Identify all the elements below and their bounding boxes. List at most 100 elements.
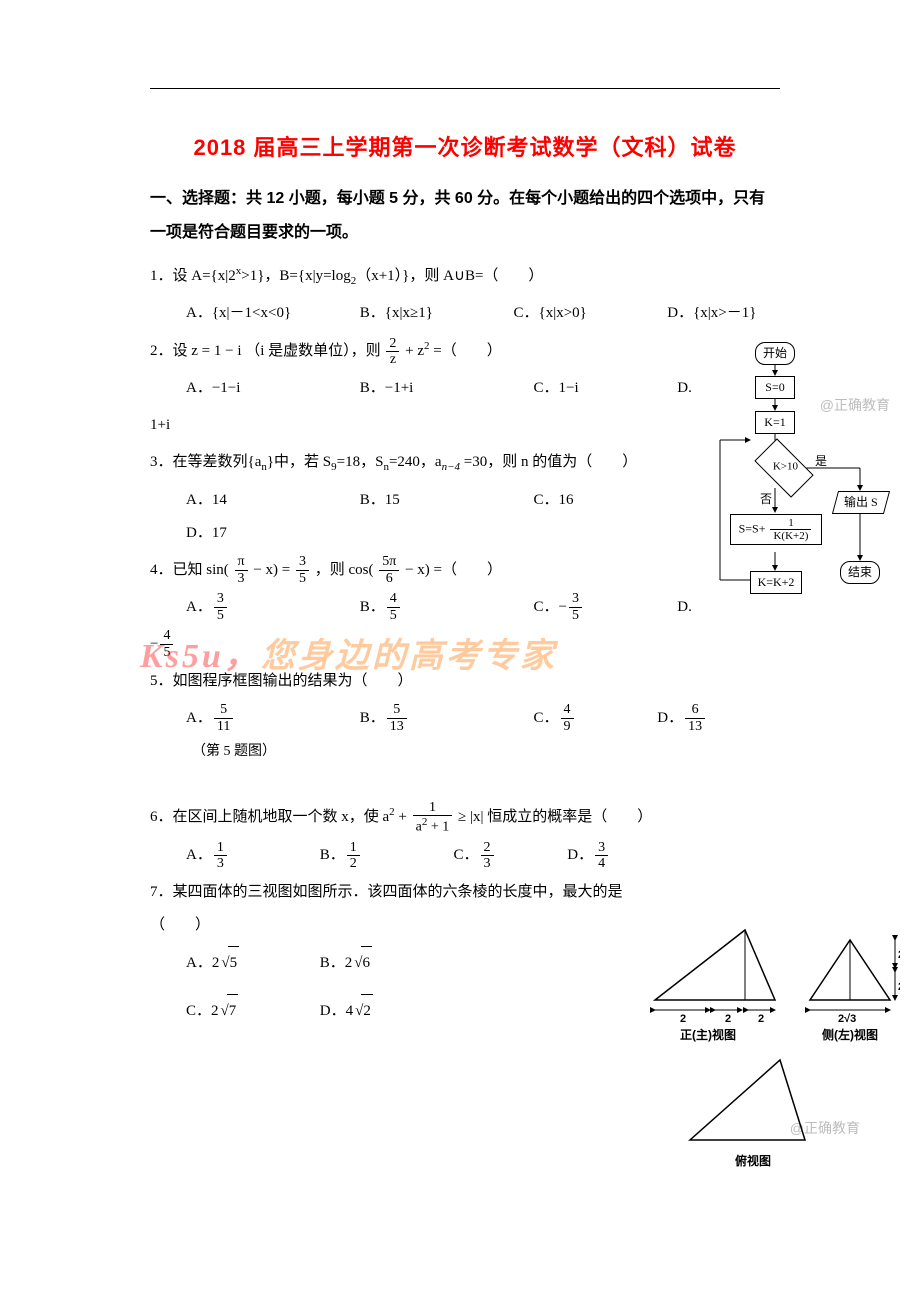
q4-fAd: 5 (214, 608, 227, 623)
q5-fAn: 5 (214, 702, 233, 718)
q4-fBd: 5 (387, 608, 400, 623)
q2-frac-d: z (386, 352, 399, 367)
q3-d: =240，a (389, 454, 442, 470)
q2-stem-b: + z (405, 343, 424, 359)
q4-C-label: C．− (534, 591, 567, 624)
q6-fCn: 2 (481, 840, 494, 856)
q2-optD-cont: 1+i (150, 409, 780, 442)
q6-optA: A．13 (186, 839, 316, 872)
exam-page: 2018 届高三上学期第一次诊断考试数学（文科）试卷 一、选择题：共 12 小题… (0, 0, 920, 1068)
q5-D-label: D． (657, 702, 683, 735)
q4-fDn: 4 (160, 628, 173, 644)
three-views: 2 2 2 2√3 2 2 正(主)视图 侧(左)视图 俯视图 (650, 920, 900, 1173)
q6-b: + (395, 809, 411, 825)
fc-k1: K=1 (755, 411, 795, 434)
q7-sqrtC: 7 (219, 994, 239, 1028)
svg-text:2: 2 (898, 949, 900, 961)
q6-fAn: 1 (214, 840, 227, 856)
section-heading: 一、选择题：共 12 小题，每小题 5 分，共 60 分。在每个小题给出的四个选… (150, 182, 780, 249)
q6-fD: 34 (595, 840, 608, 872)
svg-text:2: 2 (725, 1013, 731, 1025)
q1-stem-b: >1}，B={x|y=log (241, 268, 350, 284)
question-4: 4．已知 sin( π3 − x) = 35 ，则 cos( 5π6 − x) … (150, 554, 780, 587)
q4-f3d: 6 (379, 571, 399, 586)
q5-optB: B．513 (360, 702, 530, 735)
q5-optA: A．511 (186, 702, 356, 735)
q4-optD-cont: −45 (150, 628, 780, 661)
q6-fn: 1 (413, 800, 453, 816)
q6-B-label: B． (320, 839, 345, 872)
q5-optC: C．49 (534, 702, 654, 735)
q4-d: − x) =（ ） (405, 562, 502, 578)
q5-fCd: 9 (561, 719, 574, 734)
q3-options: A．14 B．15 C．16 (150, 484, 780, 517)
q2-frac: 2z (386, 336, 399, 368)
fc-update: S=S+ 1K(K+2) (730, 514, 822, 545)
q6-fd-b: + 1 (427, 820, 449, 835)
question-3: 3．在等差数列{an}中，若 S9=18，Sn=240，an−4 =30，则 n… (150, 446, 780, 479)
q5-fDn: 6 (685, 702, 705, 718)
fc-cond-text: K>10 (760, 461, 810, 473)
q6-fDn: 3 (595, 840, 608, 856)
q5-options: A．511 B．513 C．49 D．613 （第 5 题图） (150, 702, 780, 768)
q5-fC: 49 (561, 702, 574, 734)
q4-fCd: 5 (569, 608, 582, 623)
q4-fA: 35 (214, 591, 227, 623)
q2-optA: A．−1−i (186, 372, 356, 405)
q4-f1d: 3 (235, 571, 248, 586)
q4-optC: C．−35 (534, 591, 674, 624)
q4-B-label: B． (360, 591, 385, 624)
q7-optD: D．42 (320, 994, 373, 1028)
q7-B-label: B．2 (320, 947, 353, 980)
q4-optD: D. (677, 591, 692, 624)
q5-fBd: 13 (387, 719, 407, 734)
q3-e: =30，则 n 的值为（ ） (460, 454, 637, 470)
view-top-label: 俯视图 (735, 1152, 771, 1169)
q6-D-label: D． (567, 839, 593, 872)
views-svg: 2 2 2 2√3 2 2 (650, 920, 900, 1170)
q4-f3n: 5π (379, 554, 399, 570)
q5-fA: 511 (214, 702, 233, 734)
q2-optD: D. (677, 372, 692, 405)
q4-f1n: π (235, 554, 248, 570)
q4-f2: 35 (296, 554, 309, 586)
q3-optB: B．15 (360, 484, 530, 517)
q7-radC: 7 (227, 994, 239, 1028)
q1-options: A．{x|－1<x<0} B．{x|x≥1} C．{x|x>0} D．{x|x>… (150, 297, 780, 330)
q6-fA: 13 (214, 840, 227, 872)
q5-C-label: C． (534, 702, 559, 735)
q7-optC: C．27 (186, 994, 316, 1028)
q3-options-2: D．17 (150, 517, 780, 550)
q6-fC: 23 (481, 840, 494, 872)
q4-f2n: 3 (296, 554, 309, 570)
q1-optA: A．{x|－1<x<0} (186, 297, 356, 330)
q4-options: A．35 B．45 C．−35 D. (150, 591, 780, 624)
svg-text:2: 2 (680, 1013, 686, 1025)
q3-b: }中，若 S (267, 454, 331, 470)
q4-fAn: 3 (214, 591, 227, 607)
q4-c: ，则 cos( (315, 562, 374, 578)
q6-fBd: 2 (347, 856, 360, 871)
svg-text:2√3: 2√3 (838, 1013, 856, 1025)
q2-optC: C．1−i (534, 372, 674, 405)
q5-fDd: 13 (685, 719, 705, 734)
q4-b: − x) = (253, 562, 294, 578)
q6-fd: a2 + 1 (413, 816, 453, 835)
q2-options: A．−1−i B．−1+i C．1−i D. (150, 372, 780, 405)
svg-text:2: 2 (898, 981, 900, 993)
page-title: 2018 届高三上学期第一次诊断考试数学（文科）试卷 (150, 130, 780, 162)
q6-a: 6．在区间上随机地取一个数 x，使 a (150, 809, 389, 825)
q4-fBn: 4 (387, 591, 400, 607)
fc-upd-n: 1 (770, 517, 811, 530)
q1-stem-c: （x+1）}，则 A∪B=（ ） (356, 268, 543, 284)
question-5: 5．如图程序框图输出的结果为（ ） (150, 665, 780, 698)
q5-fD: 613 (685, 702, 705, 734)
q5-A-label: A． (186, 702, 212, 735)
q4-optB: B．45 (360, 591, 530, 624)
q4-neg: − (150, 636, 158, 652)
fc-upd-d: K(K+2) (770, 530, 811, 542)
q7-sqrtA: 5 (219, 946, 239, 980)
q4-fDd: 5 (160, 645, 173, 660)
q7-D-label: D．4 (320, 995, 353, 1028)
q2-optB: B．−1+i (360, 372, 530, 405)
